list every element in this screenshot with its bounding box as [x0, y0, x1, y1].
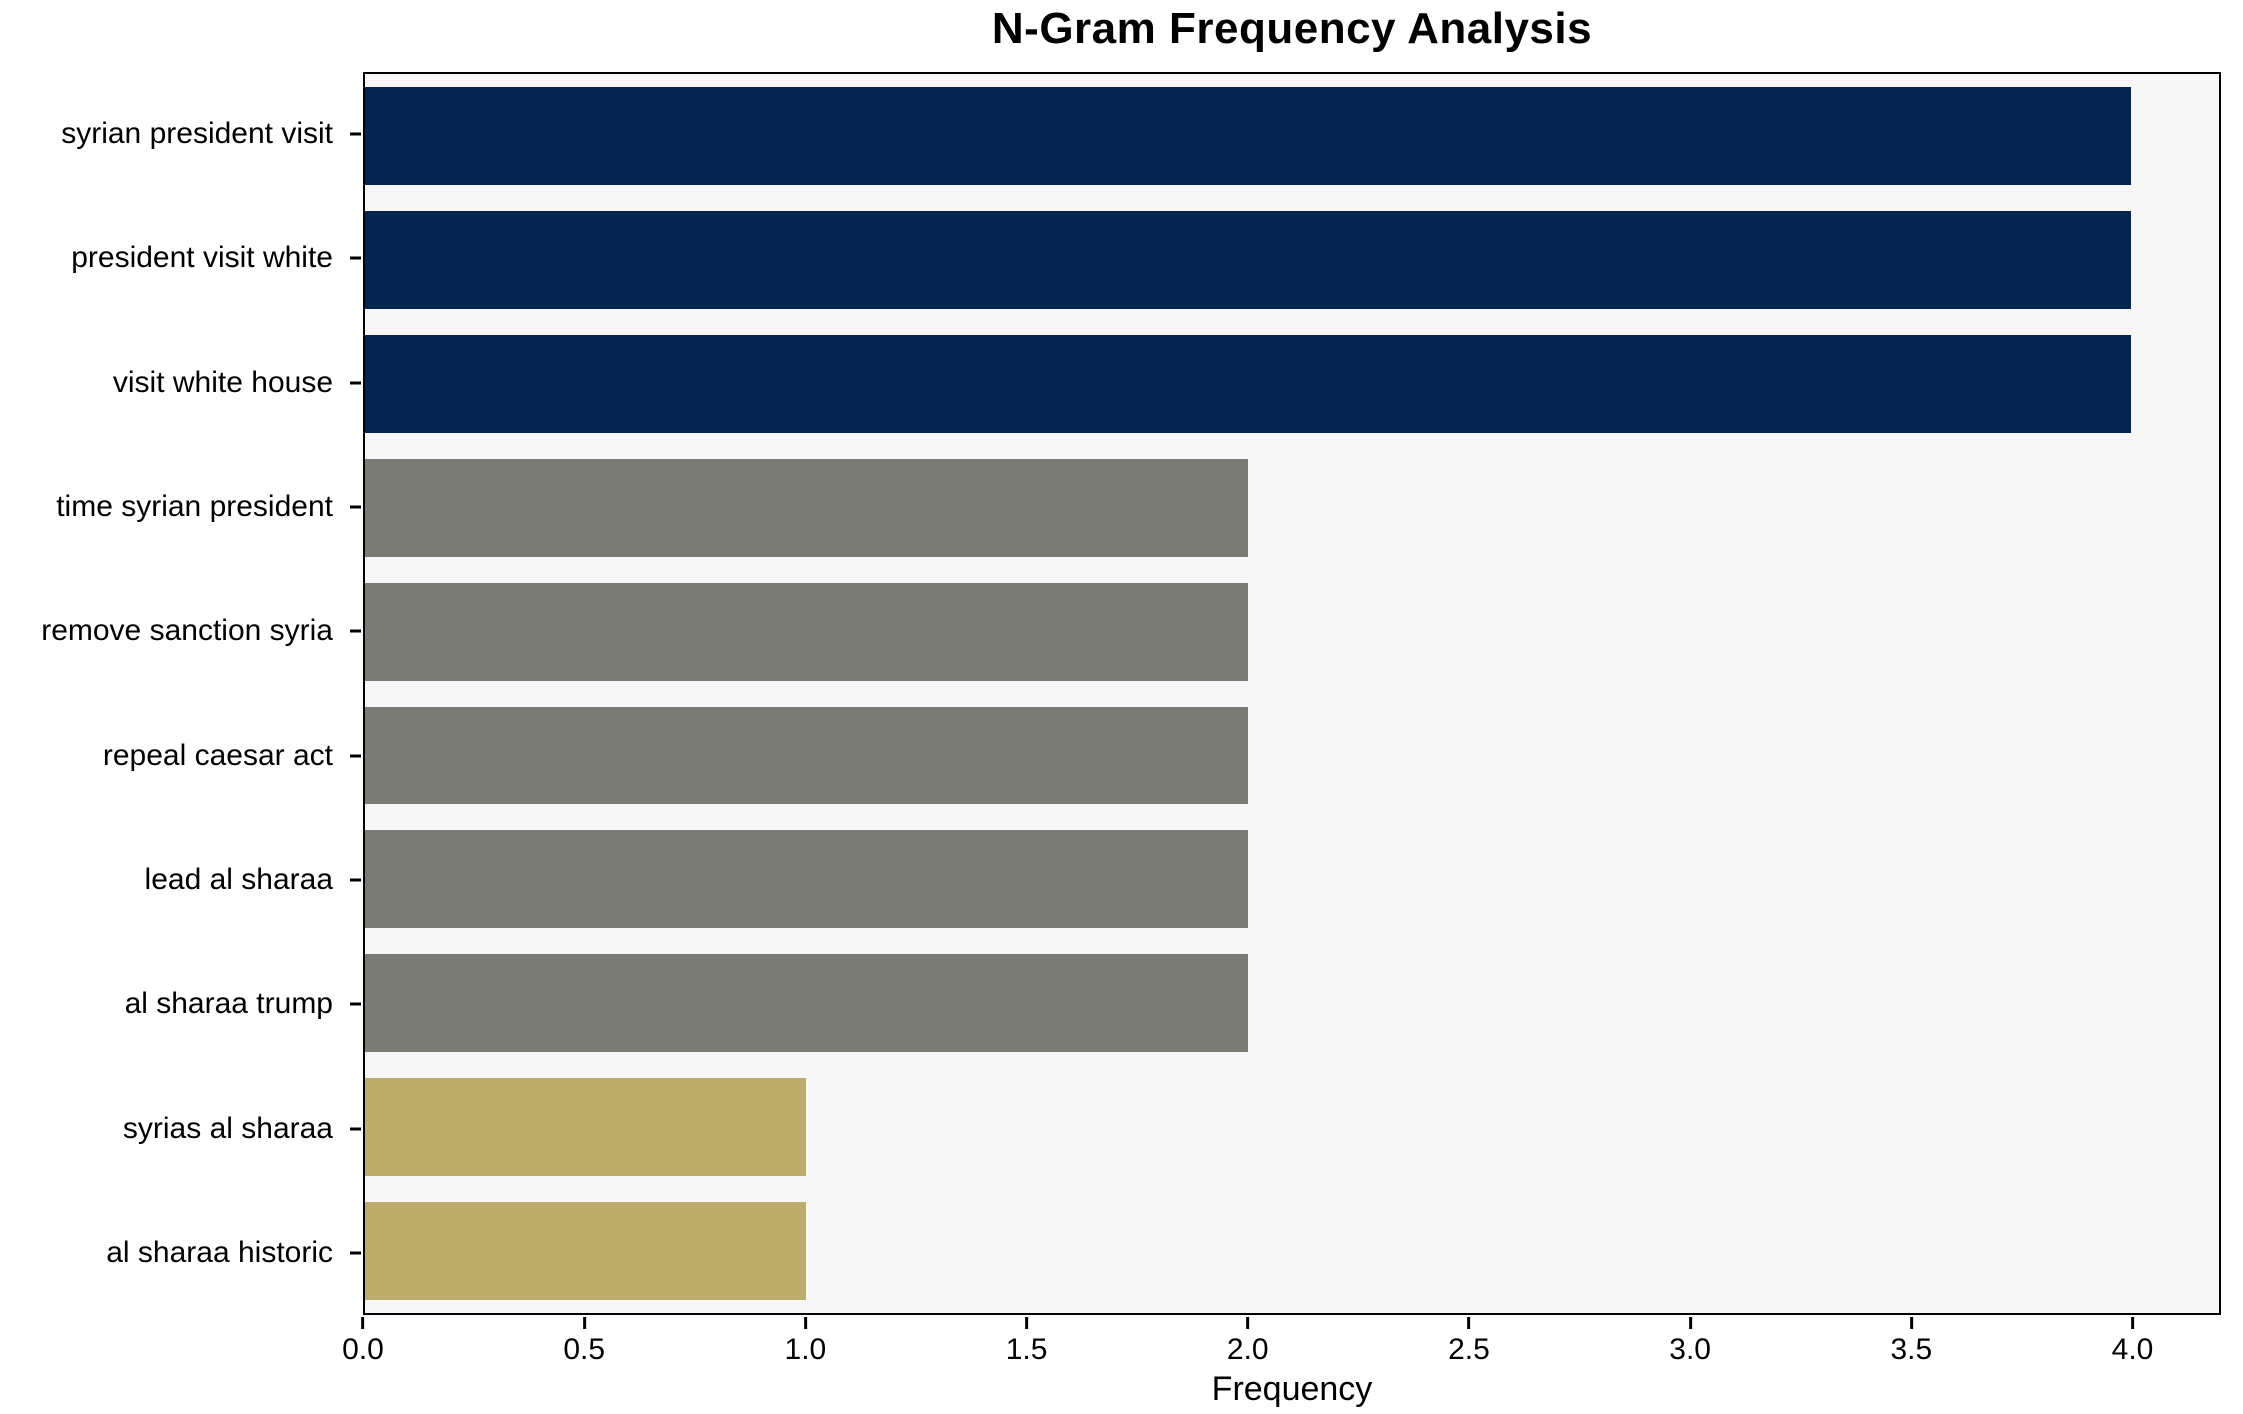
bar-band: [365, 694, 2219, 818]
x-tick-label: 1.0: [784, 1333, 827, 1366]
x-tick-mark: [582, 1317, 586, 1329]
y-tick-mark: [350, 754, 361, 758]
y-tick-label: syrian president visit: [61, 117, 333, 151]
bar-band: [365, 941, 2219, 1065]
bar-band: [365, 1065, 2219, 1189]
y-tick-mark: [350, 629, 361, 633]
bar-al-sharaa-historic: [365, 1202, 807, 1301]
bar-visit-white-house: [365, 334, 2131, 433]
bar-repeal-caesar-act: [365, 706, 1248, 805]
y-tick-label: al sharaa historic: [106, 1235, 333, 1269]
x-tick-mark: [1025, 1317, 1029, 1329]
bar-remove-sanction-syria: [365, 582, 1248, 681]
bar-time-syrian-president: [365, 458, 1248, 557]
bar-band: [365, 446, 2219, 570]
x-tick-label: 2.5: [1448, 1333, 1490, 1366]
bar-lead-al-sharaa: [365, 830, 1248, 929]
y-tick-label: lead al sharaa: [144, 862, 333, 896]
x-tick: 0.0: [342, 1317, 384, 1365]
x-tick-mark: [1909, 1317, 1913, 1329]
x-tick: 3.5: [1890, 1317, 1932, 1365]
chart-title: N-Gram Frequency Analysis: [991, 4, 1593, 53]
y-tick-mark: [350, 1251, 361, 1255]
y-axis: syrian president visit president visit wh…: [0, 72, 363, 1315]
x-tick: 1.5: [1005, 1317, 1048, 1366]
y-tick-label: al sharaa trump: [124, 987, 333, 1021]
plot-area: [363, 72, 2221, 1315]
x-tick-mark: [2131, 1317, 2135, 1329]
x-axis: 0.0 0.5 1.0 1.5 2.0 2.5 3.0 3.5 4.0: [342, 1315, 2221, 1395]
y-tick-mark: [350, 132, 361, 136]
bar-band: [365, 817, 2219, 941]
bar-band: [365, 198, 2219, 322]
x-tick: 2.5: [1448, 1317, 1490, 1365]
bar-band: [365, 570, 2219, 694]
x-tick: 2.0: [1227, 1317, 1269, 1365]
y-tick-label: syrias al sharaa: [122, 1111, 333, 1145]
bar-syrian-president-visit: [365, 87, 2131, 185]
x-tick: 3.0: [1669, 1317, 1711, 1365]
bar-president-visit-white: [365, 210, 2131, 309]
x-tick-label: 2.0: [1226, 1333, 1269, 1366]
y-tick-label: repeal caesar act: [102, 738, 333, 772]
y-tick-mark: [350, 256, 361, 260]
bar-al-sharaa-trump: [365, 954, 1248, 1053]
bar-band: [365, 1189, 2219, 1313]
x-tick-mark: [1467, 1317, 1471, 1329]
bar-band: [365, 74, 2219, 198]
y-tick-label: visit white house: [112, 365, 333, 399]
x-tick: 1.0: [784, 1317, 827, 1366]
y-tick-label: president visit white: [71, 241, 333, 275]
x-tick-label: 3.5: [1890, 1333, 1933, 1366]
x-tick-mark: [803, 1317, 807, 1329]
y-tick-label: remove sanction syria: [41, 614, 333, 648]
x-tick: 0.5: [563, 1317, 605, 1365]
x-tick-mark: [1246, 1317, 1250, 1329]
y-tick-mark: [350, 1127, 361, 1131]
x-tick-mark: [361, 1317, 365, 1329]
y-tick-mark: [350, 1002, 361, 1006]
x-tick-label: 4.0: [2111, 1333, 2154, 1366]
x-tick-label: 3.0: [1669, 1333, 1711, 1366]
x-axis-label: Frequency: [1211, 1370, 1373, 1408]
x-tick-label: 0.5: [563, 1333, 606, 1366]
y-tick-label: time syrian president: [56, 490, 333, 524]
x-tick-label: 0.0: [342, 1333, 384, 1366]
y-tick-mark: [350, 505, 361, 509]
y-tick-mark: [350, 878, 361, 882]
bar-band: [365, 322, 2219, 446]
bar-syrias-al-sharaa: [365, 1078, 807, 1177]
x-tick: 4.0: [2111, 1317, 2154, 1366]
x-tick-label: 1.5: [1005, 1333, 1048, 1366]
x-tick-mark: [1688, 1317, 1692, 1329]
y-tick-mark: [350, 381, 361, 385]
